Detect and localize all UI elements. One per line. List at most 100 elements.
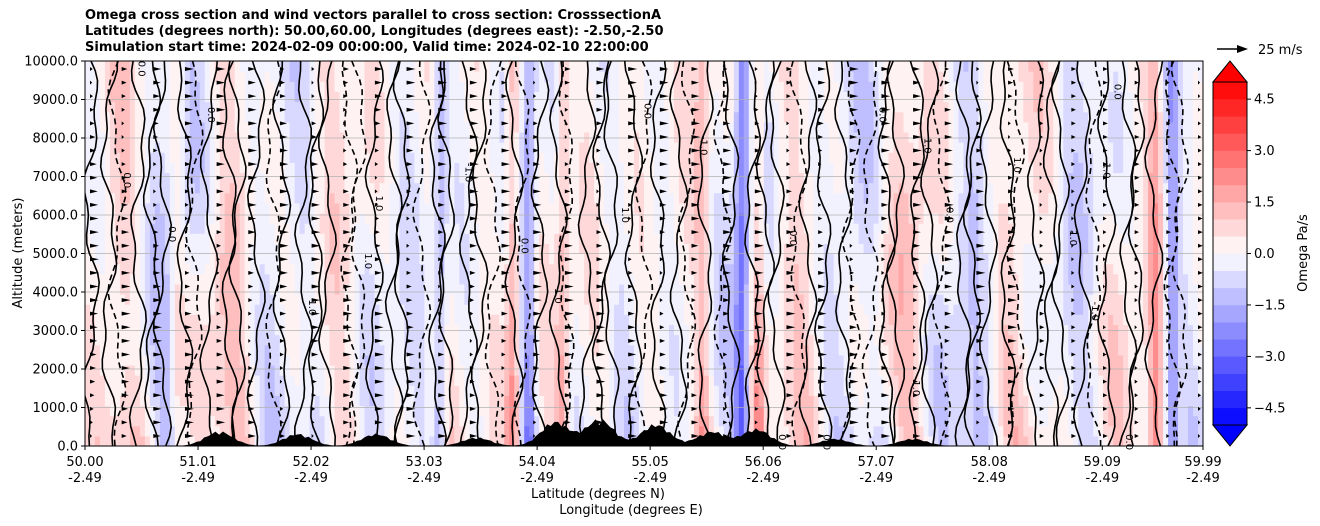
omega-cell: [224, 212, 231, 224]
omega-cell: [668, 131, 675, 143]
omega-cell: [329, 263, 336, 275]
omega-cell: [169, 91, 176, 103]
omega-cell: [394, 131, 401, 143]
omega-cell: [444, 314, 450, 326]
omega-cell: [713, 415, 720, 427]
omega-cell: [264, 395, 271, 407]
omega-cell: [189, 101, 196, 113]
omega-cell: [663, 324, 670, 336]
omega-cell: [549, 111, 555, 123]
omega-cell: [469, 415, 475, 427]
omega-cell: [439, 395, 445, 407]
omega-cell: [169, 172, 176, 184]
omega-cell: [544, 101, 550, 113]
omega-cell: [419, 223, 425, 234]
omega-cell: [99, 131, 106, 143]
omega-cell: [159, 182, 166, 194]
omega-cell: [648, 395, 655, 407]
omega-cell: [199, 81, 206, 92]
omega-cell: [663, 375, 670, 386]
omega-cell: [279, 395, 286, 407]
omega-cell: [364, 415, 371, 427]
omega-cell: [434, 243, 440, 255]
omega-cell: [594, 111, 600, 123]
omega-cell: [189, 304, 196, 315]
omega-cell: [184, 304, 191, 315]
omega-cell: [204, 142, 211, 153]
omega-cell: [559, 91, 565, 103]
omega-cell: [703, 253, 710, 265]
omega-cell: [389, 375, 396, 386]
omega-cell: [494, 243, 500, 255]
omega-cell: [259, 253, 266, 265]
omega-cell: [189, 223, 196, 234]
omega-cell: [658, 152, 665, 163]
omega-cell: [244, 233, 251, 244]
omega-cell: [504, 344, 510, 356]
omega-cell: [474, 111, 480, 123]
omega-cell: [149, 324, 156, 336]
omega-cell: [144, 243, 151, 255]
omega-cell: [94, 71, 101, 82]
omega-cell: [304, 364, 311, 376]
omega-cell: [89, 71, 96, 82]
omega-cell: [429, 243, 435, 255]
omega-cell: [524, 253, 530, 265]
omega-field: [85, 61, 1203, 446]
omega-cell: [184, 354, 191, 366]
omega-cell: [504, 223, 510, 234]
omega-cell: [384, 111, 391, 123]
omega-cell: [189, 263, 196, 275]
omega-cell: [634, 395, 640, 407]
omega-cell: [224, 131, 231, 143]
omega-cell: [624, 212, 630, 224]
omega-cell: [529, 304, 535, 315]
omega-cell: [683, 415, 690, 427]
omega-cell: [139, 253, 146, 265]
omega-cell: [653, 101, 660, 113]
omega-cell: [489, 212, 495, 224]
omega-cell: [434, 395, 440, 407]
omega-cell: [224, 324, 231, 336]
omega-cell: [708, 354, 715, 366]
omega-cell: [119, 314, 126, 326]
omega-cell: [599, 172, 605, 184]
omega-cell: [289, 111, 296, 123]
omega-cell: [688, 405, 695, 417]
omega-cell: [324, 273, 331, 285]
omega-cell: [539, 111, 545, 123]
omega-cell: [339, 354, 346, 366]
omega-cell: [419, 344, 425, 356]
omega-cell: [688, 202, 695, 214]
omega-cell: [134, 304, 141, 315]
omega-cell: [619, 121, 625, 133]
omega-cell: [394, 334, 401, 346]
omega-cell: [284, 91, 291, 103]
omega-cell: [239, 233, 246, 244]
omega-cell: [379, 283, 386, 295]
omega-cell: [434, 91, 440, 103]
omega-cell: [713, 223, 720, 234]
omega-cell: [344, 425, 351, 437]
omega-cell: [434, 283, 440, 295]
omega-cell: [584, 324, 590, 336]
omega-cell: [718, 395, 725, 407]
omega-cell: [159, 202, 166, 214]
omega-cell: [449, 314, 455, 326]
omega-cell: [549, 354, 555, 366]
omega-cell: [139, 435, 146, 446]
omega-cell: [464, 283, 470, 295]
omega-cell: [379, 202, 386, 214]
omega-cell: [454, 142, 460, 153]
omega-cell: [329, 273, 336, 285]
omega-cell: [644, 152, 650, 163]
omega-cell: [484, 202, 490, 214]
omega-cell: [414, 375, 420, 386]
omega-cell: [683, 364, 690, 376]
omega-cell: [479, 395, 485, 407]
omega-cell: [609, 324, 615, 336]
omega-cell: [114, 142, 121, 153]
omega-cell: [703, 81, 710, 92]
omega-cell: [424, 71, 430, 82]
omega-cell: [259, 152, 266, 163]
